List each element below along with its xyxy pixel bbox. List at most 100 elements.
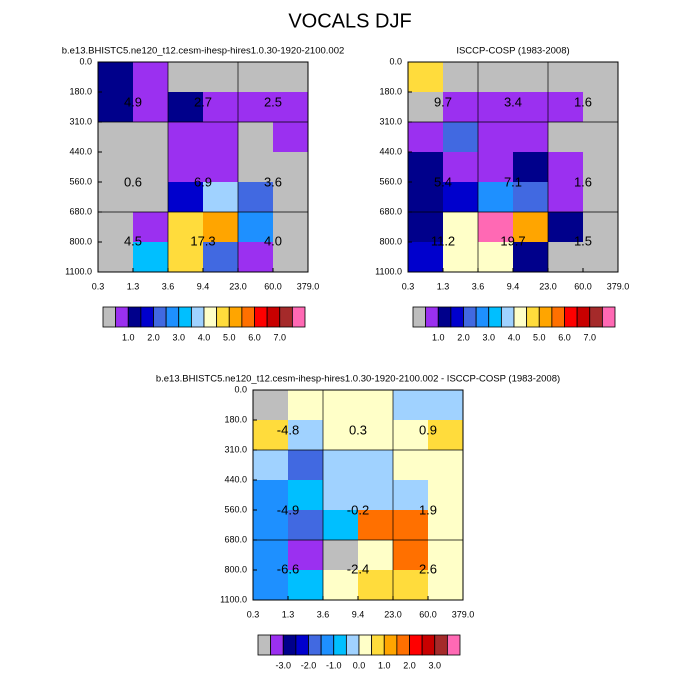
cell [133, 152, 169, 183]
cell [203, 92, 239, 123]
cell [323, 570, 359, 601]
colorbar-box [425, 306, 439, 328]
cell [393, 540, 429, 571]
y-tick-label: 1100.0 [375, 266, 402, 276]
y-tick-label: 0.0 [389, 56, 402, 66]
colorbar-box [345, 634, 360, 656]
x-tick-label: 9.4 [197, 281, 210, 291]
y-tick-label: 310.0 [69, 116, 92, 126]
block-sum-label: 2.6 [419, 561, 437, 576]
block-sum-label: 0.3 [349, 422, 367, 437]
cell [203, 152, 239, 183]
colorbar-tick-label: 1.0 [378, 660, 391, 670]
colorbar-box [526, 306, 540, 328]
cell [253, 540, 289, 571]
colorbar-tick-label: -1.0 [326, 660, 342, 670]
cell [513, 242, 549, 273]
cell [133, 122, 169, 153]
x-tick-label: 9.4 [352, 609, 365, 619]
y-tick-label: 440.0 [69, 146, 92, 156]
cell [513, 152, 549, 183]
y-tick-label: 800.0 [379, 236, 402, 246]
cell [358, 540, 394, 571]
colorbar-box [320, 634, 335, 656]
x-tick-label: 3.6 [162, 281, 175, 291]
block-sum-label: 4.5 [124, 233, 142, 248]
cell [513, 62, 549, 93]
x-tick-label: 23.0 [229, 281, 247, 291]
cell [288, 450, 324, 481]
colorbar-box [409, 634, 423, 656]
cell [98, 152, 134, 183]
y-tick-label: 0.0 [234, 384, 247, 394]
x-tick-label: 3.6 [472, 281, 485, 291]
cell [393, 450, 429, 481]
block-sum-label: 3.6 [264, 174, 282, 189]
colorbar-box [203, 306, 218, 328]
cell [288, 480, 324, 511]
cell [548, 152, 584, 183]
cell [583, 92, 619, 123]
cell [168, 122, 204, 153]
colorbar-box [333, 634, 347, 656]
cell [443, 242, 479, 273]
figure-title: VOCALS DJF [288, 10, 411, 32]
cell [253, 510, 289, 541]
colorbar-box [140, 306, 154, 328]
block-sum-label: 19.7 [500, 233, 525, 248]
cell [513, 182, 549, 213]
block-sum-label: -2.4 [347, 561, 369, 576]
cell [393, 420, 429, 451]
cell [393, 510, 429, 541]
x-tick-label: 60.0 [574, 281, 592, 291]
cell [323, 390, 359, 421]
cell [583, 242, 619, 273]
cell [478, 92, 514, 123]
colorbar-box [576, 306, 591, 328]
x-tick-label: 0.3 [247, 609, 260, 619]
cell [168, 92, 204, 123]
cell [478, 212, 514, 243]
block-sum-label: -0.2 [347, 502, 369, 517]
cell [513, 92, 549, 123]
colorbar-box [190, 306, 205, 328]
cell [98, 212, 134, 243]
cell [133, 62, 169, 93]
y-tick-label: 440.0 [224, 474, 247, 484]
y-tick-label: 800.0 [69, 236, 92, 246]
colorbar-tick-label: -2.0 [301, 660, 317, 670]
cell [203, 242, 239, 273]
x-tick-label: 60.0 [264, 281, 282, 291]
block-sum-label: -4.9 [277, 502, 299, 517]
colorbar-tick-label: 3.0 [172, 332, 185, 342]
colorbar-box [513, 306, 528, 328]
x-tick-label: 1.3 [127, 281, 140, 291]
block-sum-label: -4.8 [277, 422, 299, 437]
cell [428, 390, 464, 421]
cell [478, 122, 514, 153]
x-tick-label: 1.3 [282, 609, 295, 619]
cell [428, 510, 464, 541]
colorbar-tick-label: 0.0 [353, 660, 366, 670]
x-tick-label: 9.4 [507, 281, 520, 291]
x-tick-label: 23.0 [384, 609, 402, 619]
block-sum-label: 17.3 [190, 233, 215, 248]
colorbar-tick-label: 3.0 [482, 332, 495, 342]
cell [408, 62, 444, 93]
cell [478, 182, 514, 213]
colorbar-box [270, 634, 284, 656]
cell [288, 420, 324, 451]
block-sum-label: 1.9 [419, 502, 437, 517]
cell [548, 242, 584, 273]
cell [428, 570, 464, 601]
cell [238, 122, 274, 153]
cell [443, 122, 479, 153]
panel-title: b.e13.BHISTC5.ne120_t12.cesm-ihesp-hires… [62, 46, 345, 57]
y-tick-label: 560.0 [69, 176, 92, 186]
block-sum-label: 1.5 [574, 233, 592, 248]
cell [203, 182, 239, 213]
x-tick-label: 0.3 [402, 281, 415, 291]
cell [358, 390, 394, 421]
cell [478, 242, 514, 273]
block-sum-label: 6.9 [194, 174, 212, 189]
